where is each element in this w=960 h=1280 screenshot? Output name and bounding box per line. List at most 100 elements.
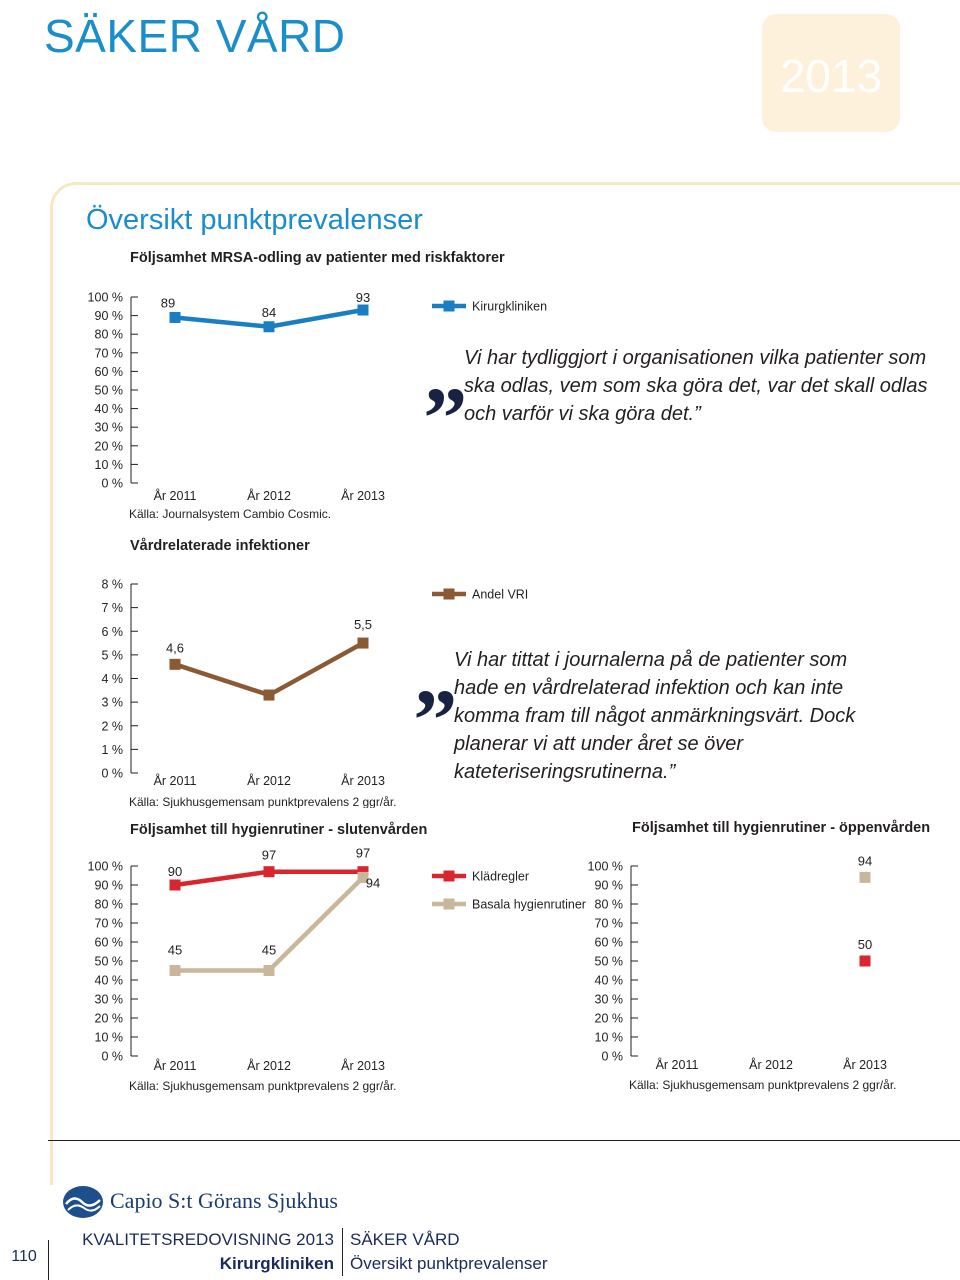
x-tick-label: År 2012 xyxy=(247,773,291,788)
y-tick-label: 4 % xyxy=(101,672,123,686)
y-tick-label: 10 % xyxy=(595,1031,624,1045)
y-tick-label: 40 % xyxy=(95,402,124,416)
y-tick-label: 0 % xyxy=(101,477,123,491)
data-label: 93 xyxy=(356,290,370,305)
footer-rule xyxy=(48,1140,960,1141)
data-point xyxy=(263,965,275,976)
chart-source: Källa: Sjukhusgemensam punktprevalens 2 … xyxy=(129,1079,397,1093)
data-point xyxy=(169,965,181,976)
y-tick-label: 40 % xyxy=(595,974,624,988)
x-tick-label: År 2012 xyxy=(749,1057,793,1072)
y-tick-label: 70 % xyxy=(95,346,124,360)
y-tick-label: 10 % xyxy=(95,1031,124,1045)
y-tick-label: 50 % xyxy=(95,384,124,398)
content-frame xyxy=(50,182,960,1185)
x-tick-label: År 2011 xyxy=(154,1058,197,1073)
y-tick-label: 40 % xyxy=(95,974,124,988)
y-tick-label: 100 % xyxy=(88,860,123,874)
data-point xyxy=(357,637,369,649)
data-point xyxy=(859,871,871,883)
y-tick-label: 20 % xyxy=(95,439,124,453)
y-tick-label: 90 % xyxy=(95,879,124,893)
chart-vri: 8 % 7 % 6 % 5 % 4 % 3 % 2 % 1 % 0 % År 2011 År 201… xyxy=(101,578,397,809)
y-tick-label: 60 % xyxy=(95,365,124,379)
data-point xyxy=(357,871,369,883)
logo-text: Capio S:t Görans Sjukhus xyxy=(110,1188,338,1213)
data-label: 45 xyxy=(168,943,182,958)
data-point xyxy=(169,311,181,323)
quote-1: Vi har tydliggjort i organisationen vilk… xyxy=(464,344,934,428)
legend-label: Klädregler xyxy=(472,870,529,884)
y-tick-label: 2 % xyxy=(101,719,123,733)
legend-label: Andel VRI xyxy=(472,588,528,602)
chart4-title: Följsamhet till hygienrutiner - öppenvår… xyxy=(632,820,931,836)
x-tick-label: År 2013 xyxy=(341,488,385,503)
data-point xyxy=(169,658,181,670)
legend-marker xyxy=(443,588,455,600)
y-tick-label: 100 % xyxy=(88,291,123,305)
legend-chart1: Kirurgkliniken xyxy=(432,300,547,314)
y-tick-label: 30 % xyxy=(595,993,624,1007)
quote-2-text: Vi har tittat i journalerna på de patien… xyxy=(454,649,856,783)
footer-report: KVALITETSREDOVISNING 2013 xyxy=(82,1230,334,1249)
data-label: 94 xyxy=(366,875,380,890)
chart-hygiene-outpatient: 100 % 90 % 80 % 70 % 60 % 50 % 40 % 30 % 20 % 10 … xyxy=(588,853,897,1092)
data-point xyxy=(263,321,275,333)
y-tick-label: 30 % xyxy=(95,993,124,1007)
data-point xyxy=(169,879,181,891)
y-tick-label: 3 % xyxy=(101,696,123,710)
legend-chart2: Andel VRI xyxy=(432,588,528,602)
y-tick-label: 80 % xyxy=(595,898,624,912)
y-tick-label: 50 % xyxy=(595,955,624,969)
data-point xyxy=(263,689,275,701)
y-tick-label: 6 % xyxy=(101,625,123,639)
x-tick-label: År 2012 xyxy=(247,1058,291,1073)
y-tick-label: 90 % xyxy=(95,309,124,323)
chart-source: Källa: Sjukhusgemensam punktprevalens 2 … xyxy=(629,1078,897,1092)
y-tick-label: 5 % xyxy=(101,648,123,662)
y-tick-label: 1 % xyxy=(101,743,123,757)
y-tick-label: 7 % xyxy=(101,601,123,615)
y-tick-label: 20 % xyxy=(595,1012,624,1026)
y-tick-label: 30 % xyxy=(95,421,124,435)
y-tick-label: 70 % xyxy=(95,917,124,931)
data-label: 45 xyxy=(262,943,276,958)
data-label: 97 xyxy=(262,848,276,863)
chart1-title: Följsamhet MRSA-odling av patienter med … xyxy=(130,250,505,266)
y-tick-label: 50 % xyxy=(95,955,124,969)
footer-clinic: Kirurgkliniken xyxy=(219,1254,334,1273)
quote-1-text: Vi har tydliggjort i organisationen vilk… xyxy=(464,347,928,425)
data-point xyxy=(263,866,275,878)
year-badge-text: 2013 xyxy=(779,50,883,102)
data-label: 90 xyxy=(168,864,182,879)
chart-source: Källa: Sjukhusgemensam punktprevalens 2 … xyxy=(129,795,397,808)
data-label: 5,5 xyxy=(354,617,372,632)
page-header-title: SÄKER VÅRD xyxy=(44,10,346,62)
legend-label: Basala hygienrutiner xyxy=(472,898,586,912)
x-tick-label: År 2011 xyxy=(154,488,197,503)
y-tick-label: 90 % xyxy=(595,879,624,893)
legend-marker xyxy=(443,898,455,910)
data-label: 84 xyxy=(262,305,276,320)
page-number-rule xyxy=(48,1240,49,1280)
data-label: 94 xyxy=(858,853,872,868)
y-tick-label: 10 % xyxy=(95,458,124,472)
quote-mark-1: „ xyxy=(424,325,468,422)
page-number: 110 xyxy=(11,1248,37,1265)
capio-wave-logo-icon xyxy=(63,1186,103,1218)
legend-chart3: Klädregler Basala hygienrutiner xyxy=(432,870,586,912)
chart-source: Källa: Journalsystem Cambio Cosmic. xyxy=(129,507,331,521)
quote-1-close: ” xyxy=(694,403,701,425)
footer-separator xyxy=(342,1228,343,1276)
x-tick-label: År 2011 xyxy=(656,1057,699,1072)
y-tick-label: 80 % xyxy=(95,898,124,912)
x-tick-label: År 2013 xyxy=(341,1058,385,1073)
legend-marker xyxy=(443,870,455,882)
year-badge xyxy=(762,14,900,132)
y-tick-label: 70 % xyxy=(595,917,624,931)
chart-hygiene-inpatient: 100 % 90 % 80 % 70 % 60 % 50 % 40 % 30 % 20 % 10 … xyxy=(88,846,397,1093)
x-tick-label: År 2013 xyxy=(843,1057,887,1072)
chart2-title: Vårdrelaterade infektioner xyxy=(130,538,310,554)
y-tick-label: 8 % xyxy=(101,578,123,592)
footer-section1: SÄKER VÅRD xyxy=(350,1230,460,1249)
